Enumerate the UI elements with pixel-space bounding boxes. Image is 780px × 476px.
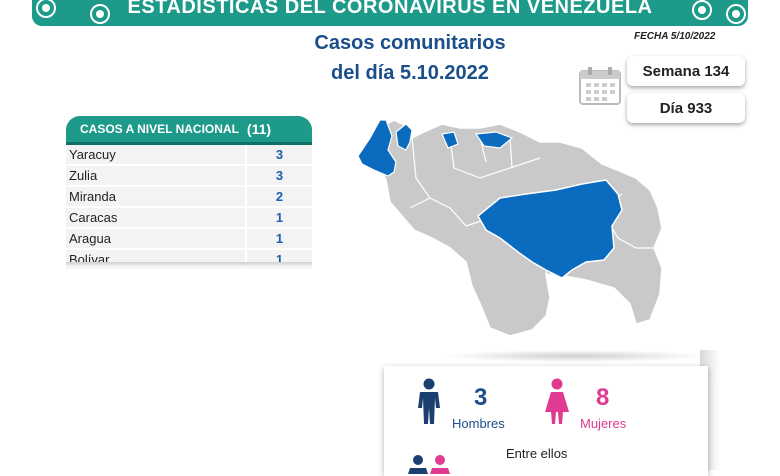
map-shadow bbox=[440, 350, 710, 362]
gender-panel: 3 Hombres 8 Mujeres bbox=[384, 366, 708, 476]
calendar-icon bbox=[579, 67, 621, 105]
virus-icon bbox=[726, 4, 746, 24]
state-name: Caracas bbox=[66, 208, 247, 227]
title-line-2: del día 5.10.2022 bbox=[331, 62, 489, 84]
entre-ellos-label: Entre ellos bbox=[506, 446, 568, 461]
woman-icon bbox=[545, 378, 569, 424]
state-cases: 1 bbox=[247, 229, 312, 248]
cases-total: (11) bbox=[246, 121, 272, 137]
header-divider bbox=[66, 142, 312, 145]
state-cases: 1 bbox=[247, 208, 312, 227]
map-state-yaracuy bbox=[395, 123, 413, 151]
header-banner: ESTADÍSTICAS DEL CORONAVIRUS EN VENEZUEL… bbox=[32, 0, 748, 26]
banner-title: ESTADÍSTICAS DEL CORONAVIRUS EN VENEZUEL… bbox=[127, 0, 653, 18]
page-title: Casos comunitarios del día 5.10.2022 bbox=[290, 28, 530, 88]
table-shadow bbox=[66, 262, 312, 268]
title-line-1: Casos comunitarios bbox=[314, 32, 506, 54]
state-cases: 3 bbox=[247, 166, 312, 185]
map-state-zulia bbox=[357, 119, 397, 177]
virus-icon bbox=[90, 4, 110, 24]
family-icon bbox=[408, 455, 450, 474]
table-row: Yaracuy 3 bbox=[66, 145, 312, 166]
women-count: 8 bbox=[596, 384, 610, 411]
cases-table-heading: CASOS A NIVEL NACIONAL bbox=[80, 122, 239, 136]
virus-icon bbox=[36, 0, 56, 18]
table-row: Miranda 2 bbox=[66, 187, 312, 208]
men-label: Hombres bbox=[452, 416, 505, 431]
state-cases: 3 bbox=[247, 145, 312, 164]
state-name: Zulia bbox=[66, 166, 247, 185]
table-row: Aragua 1 bbox=[66, 229, 312, 250]
venezuela-map bbox=[357, 119, 663, 337]
date-label: FECHA 5/10/2022 bbox=[634, 31, 716, 42]
virus-icon bbox=[692, 0, 712, 20]
man-icon bbox=[418, 378, 440, 424]
table-row: Zulia 3 bbox=[66, 166, 312, 187]
map-state-aragua bbox=[441, 131, 459, 149]
state-name: Miranda bbox=[66, 187, 247, 206]
table-row: Caracas 1 bbox=[66, 208, 312, 229]
cases-table: CASOS A NIVEL NACIONAL (11) Yaracuy 3 Zul… bbox=[66, 116, 312, 271]
state-name: Yaracuy bbox=[66, 145, 247, 164]
map-state-bolivar bbox=[477, 179, 623, 279]
women-label: Mujeres bbox=[580, 416, 627, 431]
cases-table-header: CASOS A NIVEL NACIONAL (11) bbox=[66, 116, 312, 142]
day-badge: Día 933 bbox=[627, 93, 745, 123]
state-cases: 2 bbox=[247, 187, 312, 206]
map-state-miranda bbox=[474, 131, 514, 149]
men-count: 3 bbox=[474, 384, 488, 411]
state-name: Aragua bbox=[66, 229, 247, 248]
week-badge: Semana 134 bbox=[627, 56, 745, 86]
